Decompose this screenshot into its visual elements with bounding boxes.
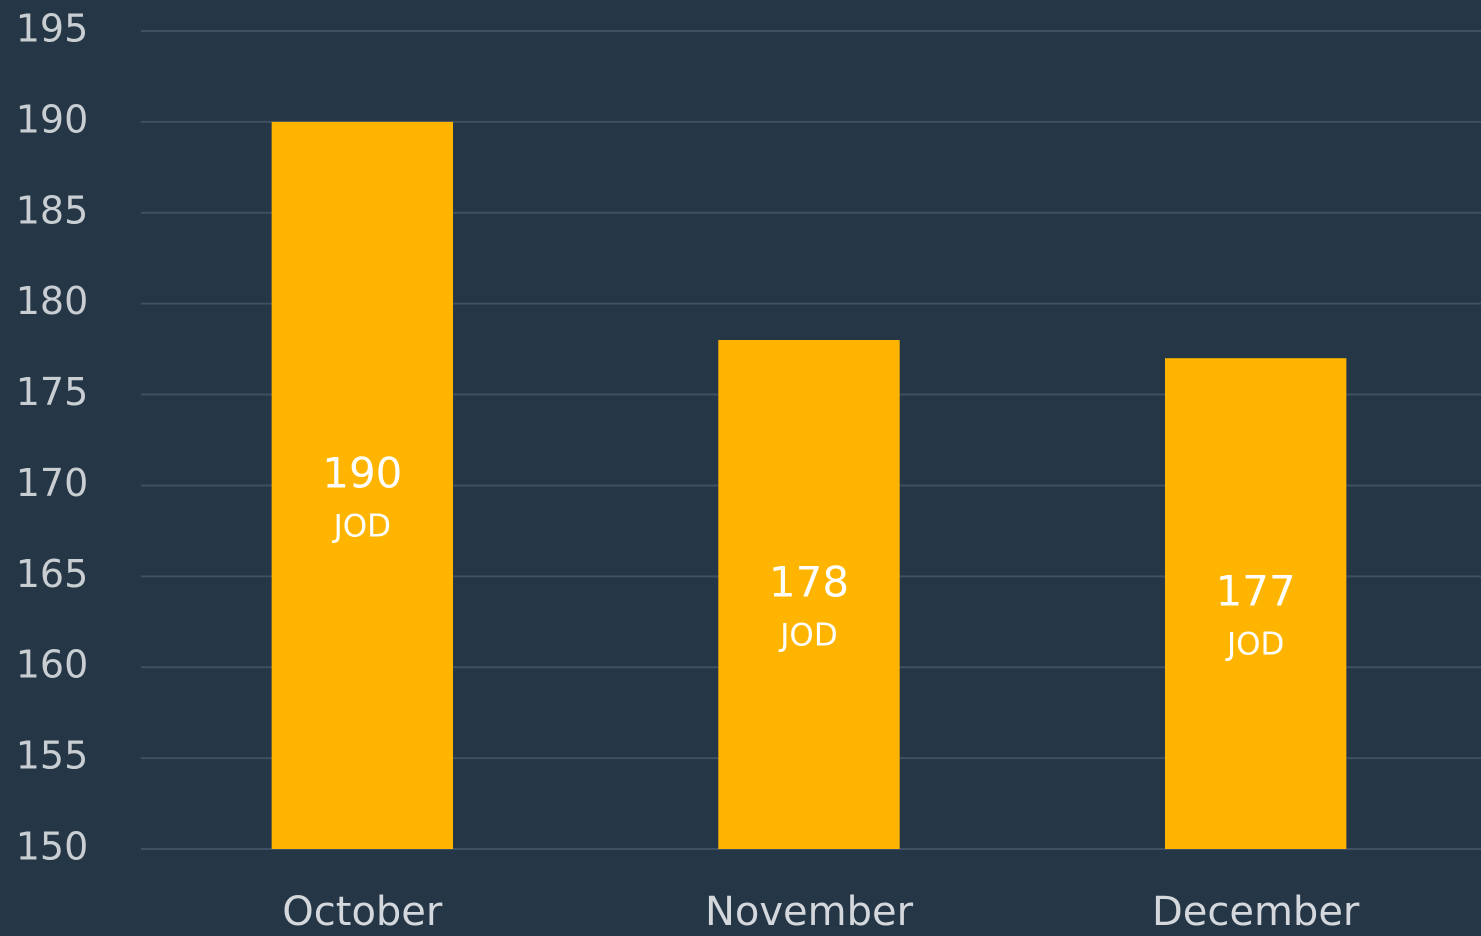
value-label: 177 JOD	[1216, 566, 1296, 662]
y-tick-label: 195	[16, 7, 89, 51]
bar	[271, 121, 454, 849]
x-tick-label: December	[1152, 889, 1360, 935]
value-label: 178 JOD	[769, 557, 849, 653]
bar	[718, 340, 900, 849]
value-label: 190 JOD	[322, 448, 402, 544]
y-tick-label: 150	[16, 825, 89, 869]
bar	[1164, 358, 1347, 849]
y-tick-label: 170	[16, 461, 89, 505]
y-tick-label: 175	[16, 370, 89, 414]
y-tick-label: 165	[16, 552, 89, 596]
y-tick-label: 185	[16, 188, 89, 232]
x-tick-label: October	[282, 889, 443, 935]
y-tick-label: 180	[16, 279, 89, 323]
x-tick-label: November	[705, 889, 914, 935]
y-tick-label: 155	[16, 734, 89, 778]
y-tick-label: 190	[16, 97, 89, 141]
y-tick-label: 160	[16, 643, 89, 687]
